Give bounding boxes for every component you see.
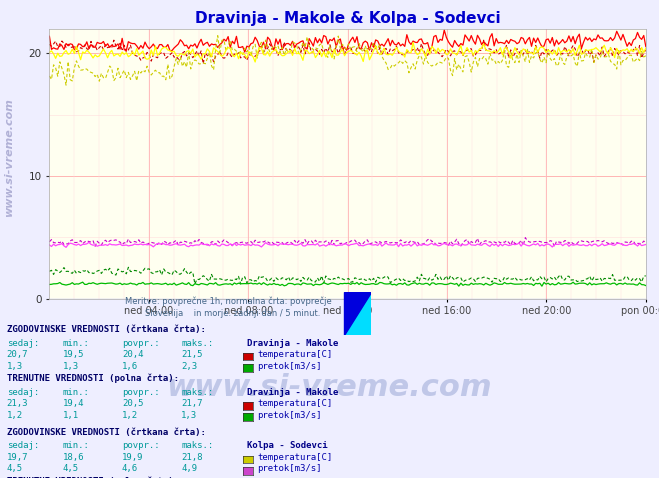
Text: ZGODOVINSKE VREDNOSTI (črtkana črta):: ZGODOVINSKE VREDNOSTI (črtkana črta): bbox=[7, 428, 206, 437]
Text: povpr.:: povpr.: bbox=[122, 338, 159, 348]
Text: 1,3: 1,3 bbox=[181, 411, 197, 420]
Text: 20,7: 20,7 bbox=[7, 350, 28, 359]
Polygon shape bbox=[343, 292, 370, 335]
Text: min.:: min.: bbox=[63, 338, 90, 348]
Text: 21,3: 21,3 bbox=[7, 399, 28, 408]
Text: www.si-vreme.com: www.si-vreme.com bbox=[3, 98, 14, 217]
Text: 20,4: 20,4 bbox=[122, 350, 144, 359]
Text: Slovenija    in morje. zadnji dan / 5 minut.: Slovenija in morje. zadnji dan / 5 minut… bbox=[145, 309, 320, 318]
Text: min.:: min.: bbox=[63, 388, 90, 397]
Text: 21,7: 21,7 bbox=[181, 399, 203, 408]
Text: Meritve: povprečne 1h, normalna črta: povprečje: Meritve: povprečne 1h, normalna črta: po… bbox=[125, 296, 332, 305]
Text: temperatura[C]: temperatura[C] bbox=[257, 453, 332, 462]
Text: 1,3: 1,3 bbox=[63, 361, 78, 370]
Text: povpr.:: povpr.: bbox=[122, 388, 159, 397]
Text: sedaj:: sedaj: bbox=[7, 388, 39, 397]
Text: sedaj:: sedaj: bbox=[7, 441, 39, 450]
Text: temperatura[C]: temperatura[C] bbox=[257, 399, 332, 408]
Text: 2,3: 2,3 bbox=[181, 361, 197, 370]
Text: temperatura[C]: temperatura[C] bbox=[257, 350, 332, 359]
Text: ZGODOVINSKE VREDNOSTI (črtkana črta):: ZGODOVINSKE VREDNOSTI (črtkana črta): bbox=[7, 325, 206, 334]
Text: 1,2: 1,2 bbox=[7, 411, 22, 420]
Text: 1,1: 1,1 bbox=[63, 411, 78, 420]
Text: maks.:: maks.: bbox=[181, 338, 214, 348]
Text: TRENUTNE VREDNOSTI (polna črta):: TRENUTNE VREDNOSTI (polna črta): bbox=[7, 477, 179, 478]
Text: 4,5: 4,5 bbox=[7, 464, 22, 473]
Text: 4,6: 4,6 bbox=[122, 464, 138, 473]
Text: 4,9: 4,9 bbox=[181, 464, 197, 473]
Text: 19,5: 19,5 bbox=[63, 350, 84, 359]
Text: 19,7: 19,7 bbox=[7, 453, 28, 462]
Text: 21,5: 21,5 bbox=[181, 350, 203, 359]
Text: pretok[m3/s]: pretok[m3/s] bbox=[257, 411, 322, 420]
Text: 18,6: 18,6 bbox=[63, 453, 84, 462]
Text: maks.:: maks.: bbox=[181, 388, 214, 397]
Text: 20,5: 20,5 bbox=[122, 399, 144, 408]
Text: Dravinja - Makole: Dravinja - Makole bbox=[247, 388, 339, 397]
Text: pretok[m3/s]: pretok[m3/s] bbox=[257, 361, 322, 370]
Text: maks.:: maks.: bbox=[181, 441, 214, 450]
Title: Dravinja - Makole & Kolpa - Sodevci: Dravinja - Makole & Kolpa - Sodevci bbox=[195, 11, 500, 26]
Text: Kolpa - Sodevci: Kolpa - Sodevci bbox=[247, 441, 328, 450]
Text: pretok[m3/s]: pretok[m3/s] bbox=[257, 464, 322, 473]
Text: 1,6: 1,6 bbox=[122, 361, 138, 370]
Text: 19,4: 19,4 bbox=[63, 399, 84, 408]
Text: povpr.:: povpr.: bbox=[122, 441, 159, 450]
Text: 1,2: 1,2 bbox=[122, 411, 138, 420]
Text: sedaj:: sedaj: bbox=[7, 338, 39, 348]
Text: min.:: min.: bbox=[63, 441, 90, 450]
Text: 21,8: 21,8 bbox=[181, 453, 203, 462]
Text: TRENUTNE VREDNOSTI (polna črta):: TRENUTNE VREDNOSTI (polna črta): bbox=[7, 374, 179, 383]
Text: 19,9: 19,9 bbox=[122, 453, 144, 462]
Text: www.si-vreme.com: www.si-vreme.com bbox=[167, 373, 492, 402]
Text: 4,5: 4,5 bbox=[63, 464, 78, 473]
Polygon shape bbox=[343, 292, 370, 335]
Text: 1,3: 1,3 bbox=[7, 361, 22, 370]
Text: Dravinja - Makole: Dravinja - Makole bbox=[247, 338, 339, 348]
